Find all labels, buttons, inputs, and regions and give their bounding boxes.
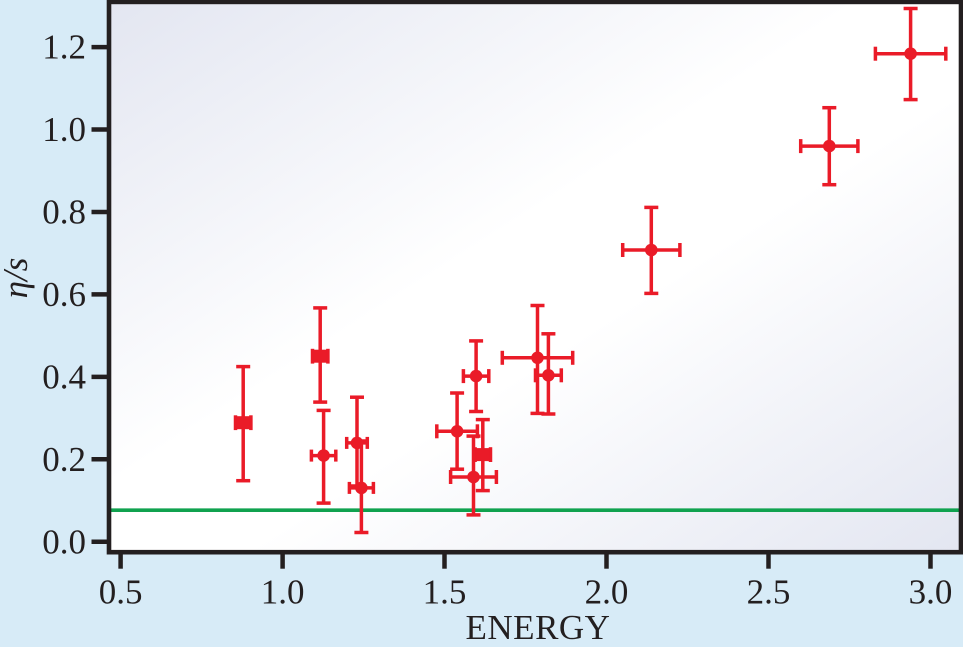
svg-text:0.5: 0.5 — [99, 572, 143, 611]
svg-text:0.8: 0.8 — [42, 193, 86, 232]
svg-text:1.2: 1.2 — [42, 28, 86, 67]
svg-text:0.6: 0.6 — [42, 275, 86, 314]
svg-text:1.0: 1.0 — [42, 110, 86, 149]
svg-text:1.5: 1.5 — [423, 572, 467, 611]
svg-text:1.0: 1.0 — [261, 572, 305, 611]
svg-text:2.5: 2.5 — [747, 572, 791, 611]
svg-text:ENERGY: ENERGY — [466, 608, 611, 642]
svg-text:η/s: η/s — [0, 258, 35, 299]
svg-text:2.0: 2.0 — [585, 572, 629, 611]
svg-text:0.4: 0.4 — [42, 357, 86, 396]
svg-text:0.0: 0.0 — [42, 522, 86, 561]
svg-text:0.2: 0.2 — [42, 440, 86, 479]
svg-text:3.0: 3.0 — [909, 572, 953, 611]
